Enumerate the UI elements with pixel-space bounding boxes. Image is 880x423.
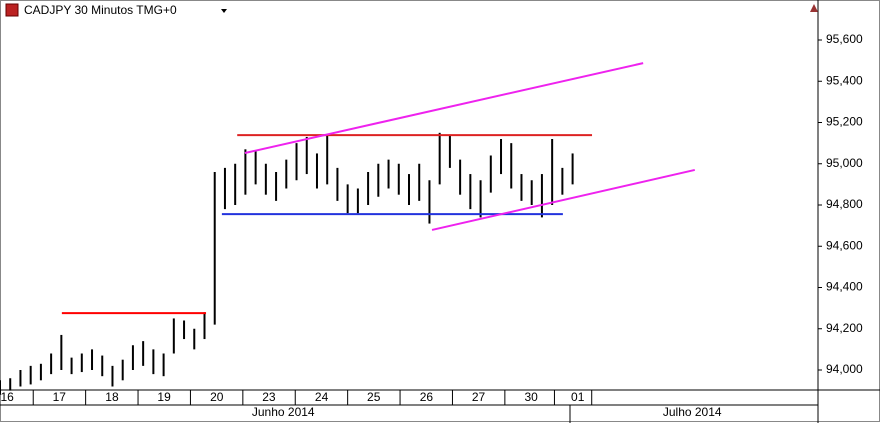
y-tick-label: 95,000	[826, 156, 863, 170]
x-tick-label: 18	[105, 390, 119, 404]
y-tick-label: 94,000	[826, 362, 863, 376]
x-tick-label: 20	[210, 390, 224, 404]
month-label: Julho 2014	[663, 405, 722, 419]
x-tick-label: 19	[157, 390, 171, 404]
trend-line	[244, 62, 644, 155]
x-tick-label: 24	[315, 390, 329, 404]
y-tick-label: 95,400	[826, 73, 863, 87]
x-tick-label: 01	[571, 390, 585, 404]
y-tick-label: 94,600	[826, 238, 863, 252]
dropdown-arrow[interactable]	[221, 9, 227, 13]
y-tick-label: 94,200	[826, 321, 863, 335]
y-tick-label: 94,400	[826, 280, 863, 294]
x-tick-label: 16	[0, 390, 14, 404]
x-tick-label: 25	[367, 390, 381, 404]
corner-icon[interactable]	[810, 4, 818, 12]
y-tick-label: 94,800	[826, 197, 863, 211]
x-tick-label: 27	[472, 390, 486, 404]
y-tick-label: 95,200	[826, 115, 863, 129]
symbol-icon[interactable]	[5, 3, 19, 17]
x-tick-label: 26	[420, 390, 434, 404]
chart-title: CADJPY 30 Minutos TMG+0	[24, 3, 177, 17]
month-label: Junho 2014	[252, 405, 315, 419]
trend-line	[431, 168, 696, 231]
x-tick-label: 23	[262, 390, 276, 404]
x-tick-label: 30	[525, 390, 539, 404]
x-tick-label: 17	[53, 390, 67, 404]
y-tick-label: 95,600	[826, 32, 863, 46]
